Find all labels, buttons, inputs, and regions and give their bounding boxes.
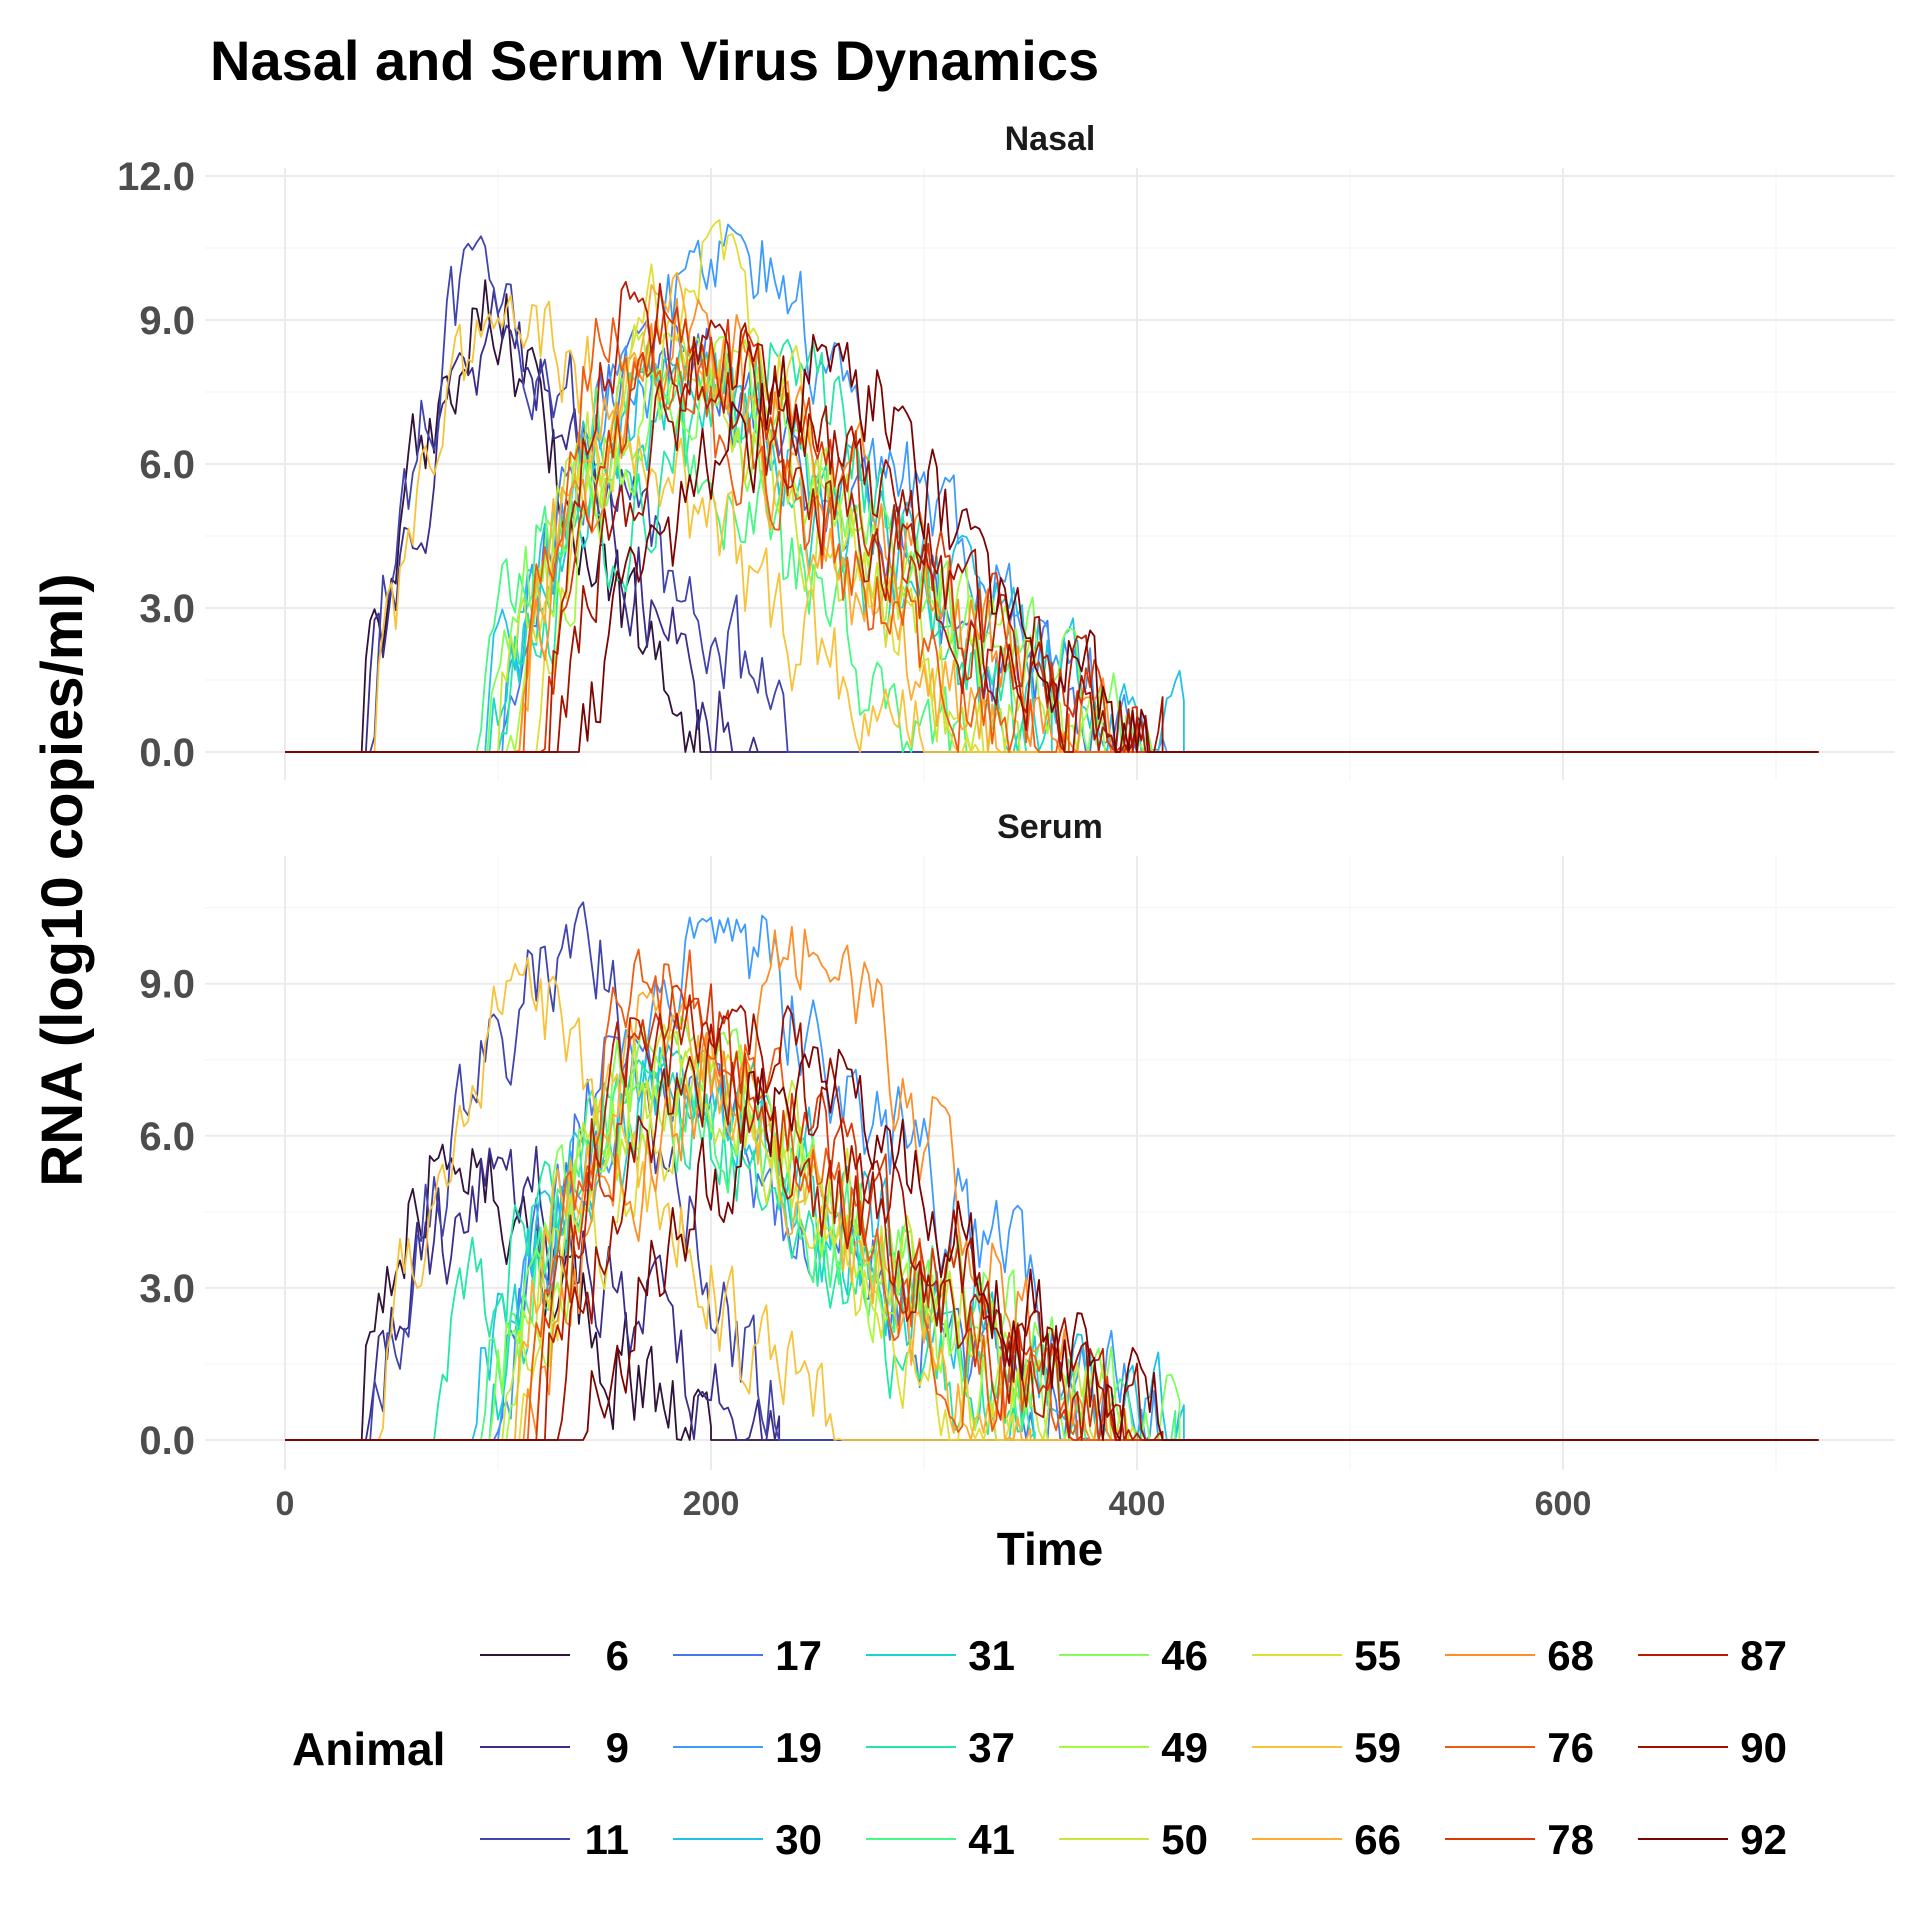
legend-label: 30 [775,1816,822,1863]
series-line-76 [285,948,1819,1441]
series-line-68 [285,925,1819,1441]
legend-title: Animal [292,1723,445,1775]
legend-label: 17 [775,1632,822,1679]
y-tick-label: 0.0 [139,731,195,775]
y-tick-label: 3.0 [139,1267,195,1311]
legend-label: 68 [1547,1632,1594,1679]
legend-item-87: 87 [1638,1632,1787,1679]
legend-item-31: 31 [866,1632,1015,1679]
legend-label: 11 [585,1816,629,1863]
series-line-90 [285,1004,1819,1441]
legend-label: 92 [1740,1816,1787,1863]
legend-item-90: 90 [1638,1724,1787,1771]
legend-item-17: 17 [673,1632,822,1679]
series-line-55 [285,1044,1819,1441]
legend-label: 50 [1161,1816,1208,1863]
legend-label: 87 [1740,1632,1787,1679]
y-tick-label: 6.0 [139,443,195,487]
y-tick-label: 9.0 [139,299,195,343]
series-line-37 [285,1059,1819,1441]
legend-item-76: 76 [1445,1724,1594,1771]
panel-serum: Serum 0.0 3.0 6.0 9.0 [139,808,1895,1470]
series-line-55 [285,219,1819,753]
legend-label: 9 [606,1724,629,1771]
legend-item-41: 41 [866,1816,1015,1863]
series-line-92 [285,333,1819,753]
legend-label: 78 [1547,1816,1594,1863]
x-tick-label: 0 [276,1485,295,1523]
y-tick-label: 9.0 [139,963,195,1007]
legend-item-68: 68 [1445,1632,1594,1679]
legend-label: 76 [1547,1724,1594,1771]
legend-item-49: 49 [1059,1724,1208,1771]
series-line-68 [285,297,1819,753]
y-tick-label: 6.0 [139,1115,195,1159]
x-tick-label: 400 [1109,1485,1166,1523]
legend-item-50: 50 [1059,1816,1208,1863]
y-tick-label: 3.0 [139,587,195,631]
legend-label: 31 [968,1632,1015,1679]
series-line-66 [285,988,1819,1441]
legend: Animal 6 9 11 17 19 30 31 37 41 46 49 50 55 59 66 68 76 7… [292,1632,1787,1863]
x-axis-title: Time [997,1523,1104,1575]
legend-item-46: 46 [1059,1632,1208,1679]
series-line-87 [285,994,1819,1441]
series-line-11 [285,901,1819,1441]
legend-label: 55 [1354,1632,1401,1679]
legend-item-6: 6 [480,1632,629,1679]
x-tick-label: 600 [1535,1485,1592,1523]
x-tick-label: 200 [683,1485,740,1523]
legend-item-19: 19 [673,1724,822,1771]
legend-item-78: 78 [1445,1816,1594,1863]
legend-item-55: 55 [1252,1632,1401,1679]
legend-label: 46 [1161,1632,1208,1679]
legend-item-9: 9 [480,1724,629,1771]
series-line-9 [285,1145,1819,1441]
legend-label: 59 [1354,1724,1401,1771]
legend-item-59: 59 [1252,1724,1401,1771]
series-line-87 [285,280,1819,753]
series-line-9 [285,289,1819,753]
y-tick-label: 12.0 [117,155,195,199]
legend-label: 90 [1740,1724,1787,1771]
legend-label: 49 [1161,1724,1208,1771]
series-line-66 [285,271,1819,753]
panel-nasal: Nasal 0.0 3.0 6.0 9.0 12.0 [117,120,1895,780]
series-line-59 [285,957,1819,1441]
legend-item-37: 37 [866,1724,1015,1771]
legend-label: 66 [1354,1816,1401,1863]
series-line-76 [285,317,1819,753]
series-line-78 [285,983,1819,1441]
panels-layer: Nasal 0.0 3.0 6.0 9.0 12.0 Serum 0.0 3.0 6.0 9.0 0 2… [117,120,1895,1523]
panel-strip-label: Nasal [1005,120,1096,158]
legend-label: 6 [606,1632,629,1679]
legend-item-11: 11 [480,1816,629,1863]
y-tick-label: 0.0 [139,1419,195,1463]
legend-item-30: 30 [673,1816,822,1863]
legend-label: 41 [968,1816,1015,1863]
legend-item-66: 66 [1252,1816,1401,1863]
panel-strip-label: Serum [997,808,1103,846]
legend-label: 37 [968,1724,1015,1771]
legend-label: 19 [775,1724,822,1771]
series-line-92 [285,1046,1819,1441]
legend-item-92: 92 [1638,1816,1787,1863]
y-axis-title: RNA (log10 copies/ml) [30,573,95,1186]
series-line-90 [285,319,1819,753]
chart-title: Nasal and Serum Virus Dynamics [210,29,1099,92]
